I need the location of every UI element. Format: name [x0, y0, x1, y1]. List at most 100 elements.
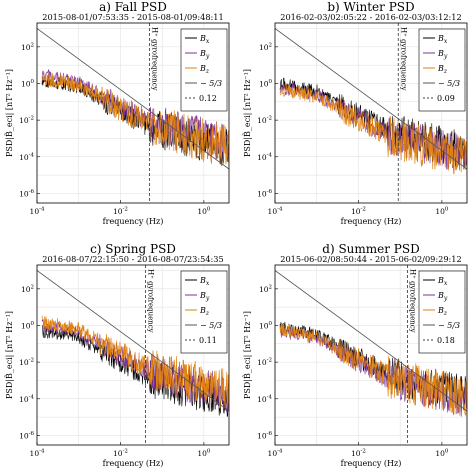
legend-box: [180, 270, 228, 354]
legend-label-by: By: [437, 291, 448, 302]
legend-label-ref: − 5/3: [438, 321, 460, 330]
legend-label-ref: − 5/3: [200, 321, 222, 330]
y-tick-label: 10-4: [19, 394, 34, 404]
plot-content: [275, 270, 467, 417]
plot-frame: [36, 22, 230, 204]
x-tick-label: 10-4: [30, 449, 45, 459]
legend-label-by: By: [199, 291, 210, 302]
legend-label-bz: Bz: [437, 64, 448, 75]
legend-label-bx: Bx: [199, 276, 210, 287]
panel-subtitle: 2015-08-01/07:53:35 - 2015-08-01/09:48:1…: [42, 12, 223, 22]
x-tick-label: 10-2: [351, 207, 366, 217]
y-tick-label: 10-6: [257, 431, 272, 441]
plot-frame: [36, 264, 230, 446]
y-tick-label: 100: [259, 321, 273, 331]
y-tick-label: 102: [21, 284, 34, 294]
series-by-line: [279, 326, 467, 417]
legend: Bx By Bz − 5/3 0.11: [180, 270, 228, 354]
y-axis-label: PSD|B̃_eci| [nT² Hz⁻¹]: [243, 69, 252, 157]
gyrofrequency-label: H⁺ gyrofrequency: [151, 27, 159, 91]
x-tick-label: 10-4: [30, 207, 45, 217]
x-tick-label: 100: [435, 207, 449, 217]
x-axis-label: frequency (Hz): [103, 459, 164, 468]
panel-title: d) Summer PSD: [322, 242, 419, 256]
y-tick-label: 10-2: [257, 116, 272, 126]
legend-label-slope: 0.09: [437, 94, 455, 103]
y-tick-label: 10-2: [257, 358, 272, 368]
series-bx-line: [279, 321, 467, 412]
y-tick-label: 10-4: [257, 394, 272, 404]
y-tick-label: 102: [21, 42, 34, 52]
x-axis-label: frequency (Hz): [103, 217, 164, 226]
reference-slope-line: [37, 28, 229, 170]
y-axis-label: PSD|B̃_eci| [nT² Hz⁻¹]: [243, 311, 252, 399]
legend-label-bx: Bx: [437, 34, 448, 45]
plot-content: [37, 28, 229, 170]
y-tick-label: 100: [21, 321, 35, 331]
y-tick-label: 10-4: [257, 152, 272, 162]
x-tick-label: 10-4: [268, 207, 283, 217]
y-tick-label: 10-6: [19, 431, 34, 441]
panel-title: c) Spring PSD: [90, 242, 176, 256]
y-tick-label: 100: [21, 79, 35, 89]
legend-box: [180, 28, 228, 112]
legend-label-slope: 0.18: [437, 336, 455, 345]
legend-label-ref: − 5/3: [200, 79, 222, 88]
y-tick-label: 10-4: [19, 152, 34, 162]
plot-frame: [274, 264, 468, 446]
x-tick-label: 10-2: [351, 449, 366, 459]
y-tick-label: 100: [259, 79, 273, 89]
legend-label-bx: Bx: [199, 34, 210, 45]
legend-box: [418, 28, 466, 112]
series-bz-line: [279, 322, 467, 416]
y-tick-label: 10-6: [19, 189, 34, 199]
y-tick-label: 102: [259, 284, 272, 294]
y-tick-label: 102: [259, 42, 272, 52]
panel-subtitle: 2015-06-02/08:50:44 - 2015-06-02/09:29:1…: [280, 254, 461, 264]
legend-label-bz: Bz: [199, 306, 210, 317]
series-bz-line: [41, 315, 229, 409]
plot-content: [37, 270, 229, 417]
legend-box: [418, 270, 466, 354]
panel-subtitle: 2016-08-07/22:15:50 - 2016-08-07/23:54:3…: [42, 254, 223, 264]
reference-slope-line: [275, 270, 467, 412]
panel-title: b) Winter PSD: [327, 0, 414, 14]
y-tick-label: 10-2: [19, 116, 34, 126]
legend-label-ref: − 5/3: [438, 79, 460, 88]
panel-subtitle: 2016-02-03/02:05:22 - 2016-02-03/03:12:1…: [280, 12, 461, 22]
legend-label-by: By: [199, 49, 210, 60]
y-tick-label: 10-6: [257, 189, 272, 199]
x-tick-label: 10-2: [113, 207, 128, 217]
legend-label-by: By: [437, 49, 448, 60]
plot-frame: [274, 22, 468, 204]
legend: Bx By Bz − 5/3 0.12: [180, 28, 228, 112]
legend: Bx By Bz − 5/3 0.09: [418, 28, 466, 112]
legend-label-bz: Bz: [199, 64, 210, 75]
x-tick-label: 100: [197, 207, 211, 217]
x-axis-label: frequency (Hz): [341, 459, 402, 468]
plot-content: [275, 28, 467, 176]
x-tick-label: 100: [435, 449, 449, 459]
y-tick-label: 10-2: [19, 358, 34, 368]
gyrofrequency-label: H⁺ gyrofrequency: [399, 27, 407, 91]
panel-title: a) Fall PSD: [99, 0, 167, 14]
legend-label-bz: Bz: [437, 306, 448, 317]
x-tick-label: 10-2: [113, 449, 128, 459]
gyrofrequency-label: H⁺ gyrofrequency: [147, 269, 155, 333]
legend-label-slope: 0.12: [199, 94, 217, 103]
gyrofrequency-label: H⁺ gyrofrequency: [409, 269, 417, 333]
series-bz-line: [279, 82, 467, 176]
reference-slope-line: [37, 270, 229, 412]
x-tick-label: 10-4: [268, 449, 283, 459]
y-axis-label: PSD|B̃_eci| [nT² Hz⁻¹]: [5, 69, 14, 157]
reference-slope-line: [275, 28, 467, 170]
y-axis-label: PSD|B̃_eci| [nT² Hz⁻¹]: [5, 311, 14, 399]
legend-label-slope: 0.11: [199, 336, 217, 345]
x-tick-label: 100: [197, 449, 211, 459]
series-bz-line: [41, 71, 229, 166]
